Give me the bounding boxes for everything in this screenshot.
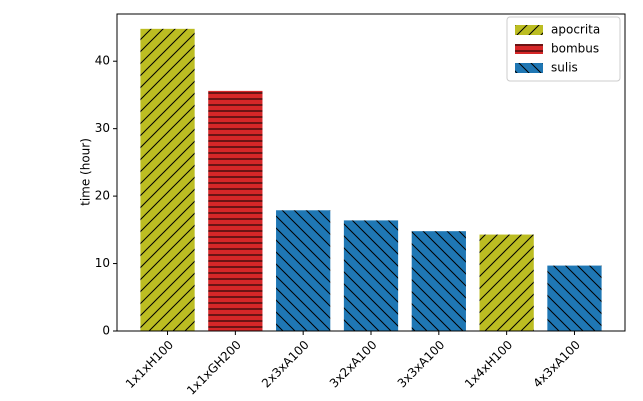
x-tick-label: 4x3xA100	[530, 338, 583, 391]
x-tick-label: 2x3xA100	[259, 338, 312, 391]
legend-swatch	[515, 25, 543, 35]
bar	[547, 265, 602, 331]
x-tick-label: 1x1xGH200	[184, 338, 244, 398]
legend-swatch	[515, 44, 543, 54]
legend-label: sulis	[551, 61, 578, 75]
bar	[140, 28, 195, 332]
y-tick-label: 10	[95, 256, 110, 270]
y-tick-label: 20	[95, 189, 110, 203]
legend-label: bombus	[551, 42, 599, 56]
y-tick-label: 0	[102, 324, 110, 338]
x-tick-label: 1x1xH100	[123, 338, 176, 391]
x-tick-label: 3x3xA100	[395, 338, 448, 391]
legend-label: apocrita	[551, 23, 600, 37]
y-tick-label: 40	[95, 54, 110, 68]
y-axis-label: time (hour)	[79, 138, 93, 206]
plot-frame	[116, 13, 626, 332]
x-tick-label: 1x4xH100	[462, 338, 515, 391]
x-tick-label: 3x2xA100	[327, 338, 380, 391]
bar	[343, 220, 399, 331]
y-tick-label: 30	[95, 121, 110, 135]
bar	[479, 234, 534, 331]
bar	[411, 231, 466, 331]
legend-swatch	[515, 63, 543, 73]
bar	[276, 210, 331, 331]
bar	[208, 90, 263, 331]
